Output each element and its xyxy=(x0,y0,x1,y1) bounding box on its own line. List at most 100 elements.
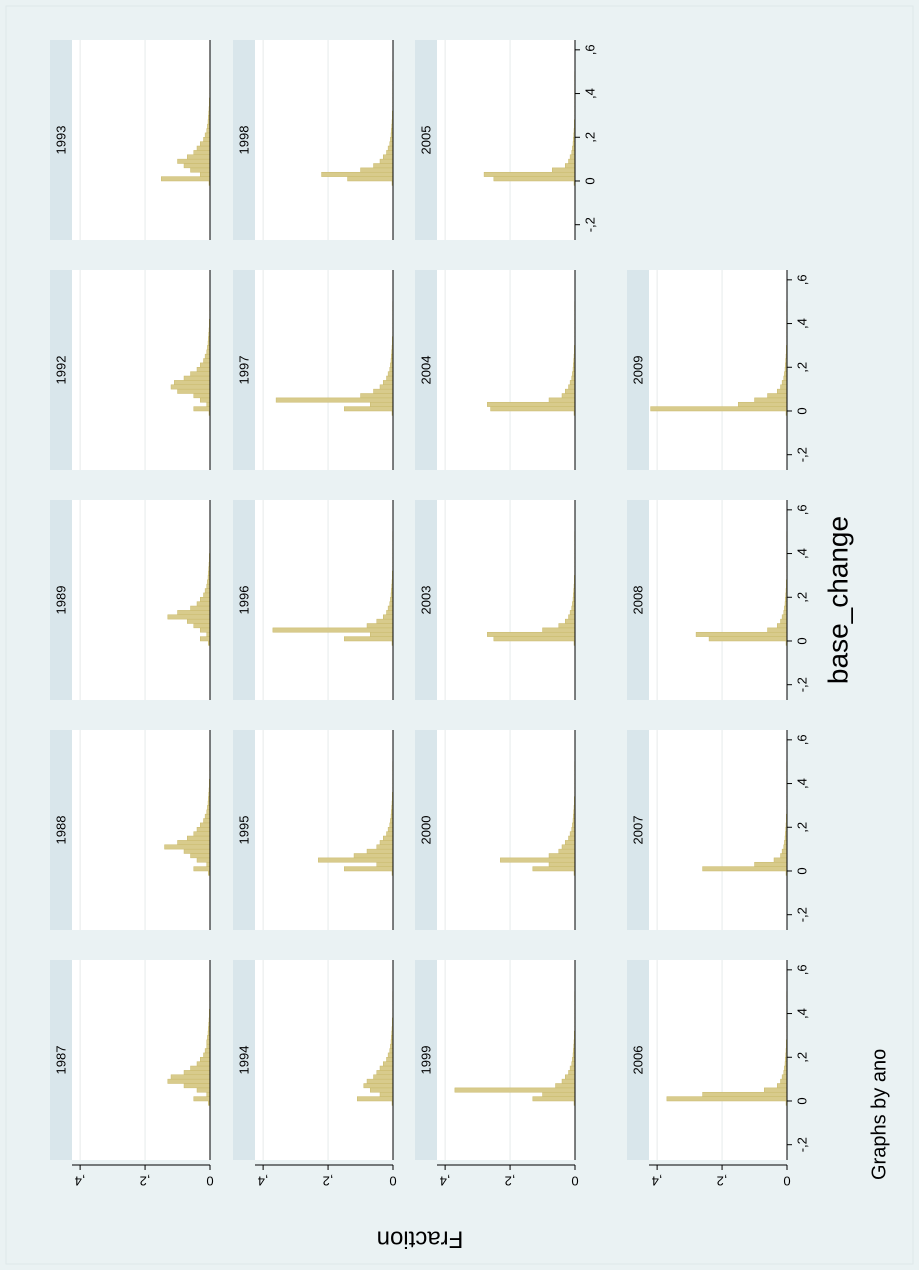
bar xyxy=(569,1065,576,1071)
x-tick-label: ,4 xyxy=(794,1008,809,1019)
bar xyxy=(200,141,211,147)
bar xyxy=(561,1078,576,1084)
bar xyxy=(204,132,211,138)
bar xyxy=(565,163,576,169)
bar xyxy=(532,1096,576,1102)
panel-background xyxy=(437,730,575,930)
bar xyxy=(738,401,788,407)
panel-title: 2000 xyxy=(418,816,433,845)
panel-strip xyxy=(50,730,72,930)
bar xyxy=(170,1074,211,1080)
x-tick-label: ,6 xyxy=(582,44,597,55)
bar xyxy=(193,406,211,412)
bar xyxy=(373,163,394,169)
x-tick-label: ,4 xyxy=(582,88,597,99)
panel-title: 1987 xyxy=(53,1046,68,1075)
bar xyxy=(379,1065,394,1071)
bar xyxy=(190,853,211,859)
bar xyxy=(781,614,788,620)
bar xyxy=(708,636,788,642)
bar xyxy=(386,150,394,156)
bar xyxy=(565,388,576,394)
bar xyxy=(565,618,576,624)
panel-strip xyxy=(627,960,649,1160)
panel-strip xyxy=(415,270,437,470)
bar xyxy=(568,614,576,620)
panel-title: 2006 xyxy=(630,1046,645,1075)
bar xyxy=(376,844,394,850)
bar xyxy=(344,406,394,412)
panel-title: 1997 xyxy=(236,356,251,385)
x-tick-label: -,2 xyxy=(794,677,809,692)
bar xyxy=(379,1091,394,1097)
y-tick-label: 0 xyxy=(206,1174,213,1189)
bar xyxy=(357,1096,394,1102)
y-tick-label: 0 xyxy=(389,1174,396,1189)
x-tick-label: ,4 xyxy=(794,548,809,559)
x-tick-label: ,2 xyxy=(794,592,809,603)
y-tick-label: 0 xyxy=(571,1174,578,1189)
bar xyxy=(383,614,394,620)
bar xyxy=(500,857,576,863)
note: Graphs by ano xyxy=(868,1049,890,1180)
panel-background xyxy=(72,500,210,700)
panel-background xyxy=(649,500,787,700)
bar xyxy=(561,844,576,850)
bar xyxy=(548,853,576,859)
bar xyxy=(780,384,788,390)
bar xyxy=(204,353,211,359)
x-tick-label: ,6 xyxy=(794,734,809,745)
bar xyxy=(483,171,576,177)
x-tick-label: 0 xyxy=(794,407,809,414)
panel-strip xyxy=(233,40,255,240)
panel-strip xyxy=(627,270,649,470)
bar xyxy=(373,388,394,394)
bar xyxy=(170,384,211,390)
x-tick-label: ,4 xyxy=(794,778,809,789)
panel-title: 1988 xyxy=(53,816,68,845)
bar xyxy=(555,1083,576,1089)
bar xyxy=(383,154,394,160)
x-tick-label: 0 xyxy=(582,177,597,184)
bar xyxy=(318,857,394,863)
x-tick-label: 0 xyxy=(794,1097,809,1104)
panel-title: 2009 xyxy=(630,356,645,385)
bar xyxy=(569,831,576,837)
bar xyxy=(454,1087,576,1093)
bar xyxy=(386,831,394,837)
bar xyxy=(183,163,211,169)
bar xyxy=(203,592,211,598)
bar xyxy=(190,1065,211,1071)
bar xyxy=(373,1074,394,1080)
bar xyxy=(360,167,394,173)
bar xyxy=(203,137,211,142)
bar xyxy=(387,371,394,377)
bar xyxy=(552,167,576,173)
panel-strip xyxy=(50,960,72,1160)
panel-title: 1999 xyxy=(418,1046,433,1075)
x-tick-label: ,6 xyxy=(794,964,809,975)
bar xyxy=(196,1087,211,1093)
bar xyxy=(200,171,211,177)
bar xyxy=(193,623,211,629)
bar xyxy=(193,1096,211,1102)
panel-background xyxy=(255,40,393,240)
bar xyxy=(781,1074,788,1080)
bar xyxy=(376,861,394,867)
x-tick-label: ,2 xyxy=(794,822,809,833)
panel-background xyxy=(72,960,210,1160)
panel-background xyxy=(255,730,393,930)
bar xyxy=(487,401,576,407)
bar xyxy=(193,866,211,872)
bar xyxy=(321,171,394,177)
bar xyxy=(777,1083,788,1089)
bar xyxy=(754,861,788,867)
bar xyxy=(387,605,394,611)
panel-title: 1998 xyxy=(236,126,251,155)
panel-title: 2004 xyxy=(418,356,433,385)
panel-strip xyxy=(415,40,437,240)
y-tick-label: ,2 xyxy=(717,1174,728,1189)
bar xyxy=(379,158,394,164)
panel-title: 2008 xyxy=(630,586,645,615)
bar xyxy=(187,154,211,160)
